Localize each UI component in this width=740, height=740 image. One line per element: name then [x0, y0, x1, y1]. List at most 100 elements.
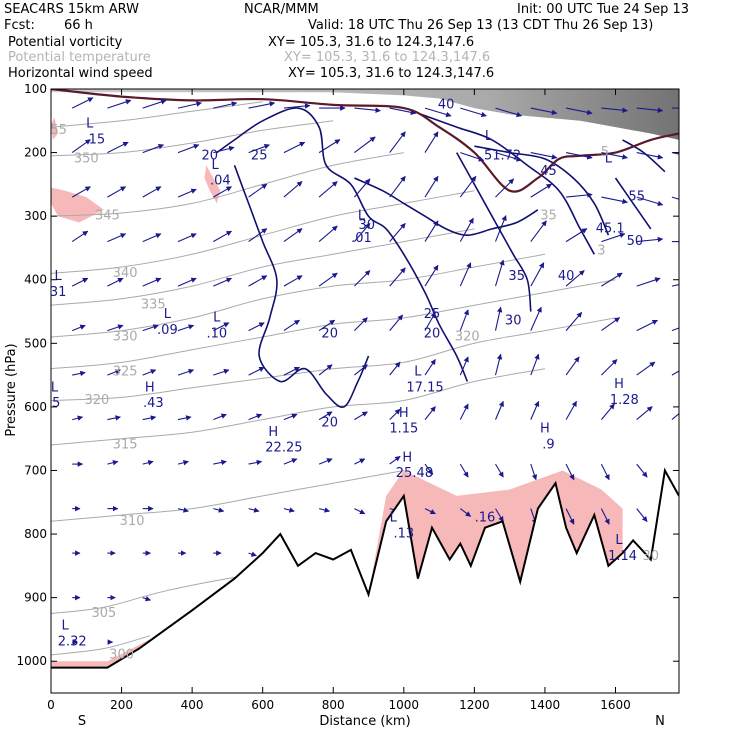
wind-vector-118: [424, 359, 436, 376]
wind-vector-146: [142, 460, 154, 466]
wind-vector-79: [318, 272, 338, 287]
wind-vector-39: [177, 188, 197, 198]
wind-vector-45: [389, 175, 406, 198]
wind-vector-127: [107, 415, 121, 421]
wind-vector-40: [213, 186, 232, 198]
wind-vector-49: [530, 183, 553, 198]
wind-vector-58: [213, 230, 232, 243]
wind-vector-95: [248, 322, 265, 332]
wind-vector-70: [636, 236, 664, 243]
wind-contour-20: [233, 165, 370, 409]
annotation-27: 20: [321, 326, 338, 341]
annotation-21: L: [164, 307, 172, 322]
wind-vector-38: [142, 186, 162, 198]
annotation-14: L: [358, 209, 366, 224]
wind-vector-55: [107, 233, 127, 243]
annotation-4: .04: [210, 174, 231, 189]
wind-vector-36: [71, 186, 91, 198]
wind-vector-130: [213, 413, 227, 421]
annotation-60: 325: [113, 364, 138, 379]
x-tick-label-1200: 1200: [459, 698, 490, 712]
wind-vector-25: [318, 139, 341, 154]
wind-vector-105: [601, 317, 621, 332]
wind-vector-54: [71, 230, 89, 243]
annotation-20: 31: [50, 285, 67, 300]
wind-vector-43: [318, 181, 338, 198]
wind-vector-114: [283, 366, 300, 376]
wind-vector-157: [530, 463, 538, 481]
wind-vector-56: [142, 233, 162, 243]
wind-vector-177: [636, 508, 648, 523]
field-xy-wind: XY= 105.3, 31.6 to 124.3,147.6: [288, 66, 495, 81]
wind-vector-171: [424, 508, 436, 515]
wind-vector-160: [636, 463, 648, 478]
wind-vector-137: [459, 403, 469, 420]
wind-vector-92: [142, 324, 159, 332]
wind-vector-116: [354, 364, 368, 376]
wind-vector-1: [107, 99, 132, 109]
wind-vector-151: [318, 458, 333, 465]
wind-contour-30: [354, 177, 539, 237]
wind-vector-136: [424, 406, 436, 420]
wind-vector-183: [248, 551, 257, 557]
wind-vector-126: [72, 415, 84, 421]
x-tick-label-200: 200: [110, 698, 133, 712]
x-axis-label: Distance (km): [319, 714, 410, 729]
theta-contour-355: [51, 101, 263, 128]
wind-vector-29: [460, 152, 485, 162]
wind-vector-31: [530, 152, 558, 160]
x-tick-label-400: 400: [181, 698, 204, 712]
wind-vector-121: [530, 353, 540, 376]
wind-vector-24: [283, 141, 306, 154]
organization: NCAR/MMM: [244, 2, 319, 17]
wind-vector-101: [459, 309, 469, 331]
wind-vector-141: [600, 403, 615, 420]
wind-vector-117: [389, 361, 401, 376]
wind-vector-86: [565, 270, 585, 287]
wind-vector-16: [636, 107, 664, 113]
wind-vector-169: [354, 508, 366, 515]
wind-vector-120: [494, 353, 503, 376]
wind-vector-94: [213, 322, 230, 332]
annotation-67: 35: [540, 209, 557, 224]
annotation-42: H: [540, 422, 550, 437]
wind-vector-104: [565, 311, 583, 331]
wind-vector-96: [283, 319, 300, 332]
terrain-below-ground: [51, 470, 679, 693]
wind-contour-50: [614, 177, 652, 230]
annotation-49: L: [615, 533, 623, 548]
wind-vector-133: [318, 411, 333, 421]
annotation-37: H: [399, 406, 409, 421]
y-tick-label-300: 300: [24, 209, 47, 223]
model-name: SEAC4RS 15km ARW: [4, 2, 140, 17]
x-tick-label-600: 600: [251, 698, 274, 712]
wind-vector-111: [177, 368, 195, 376]
wind-vector-76: [213, 277, 233, 287]
wind-vector-20: [142, 143, 165, 154]
annotation-50: 1.14: [608, 549, 637, 564]
annotation-0: L: [86, 117, 94, 132]
wind-vector-53: [671, 196, 679, 200]
wind-vector-112: [213, 368, 230, 376]
wind-vector-37: [107, 186, 127, 198]
wind-vector-27: [389, 131, 406, 153]
wind-vector-52: [636, 196, 664, 207]
wind-vector-164: [177, 507, 189, 513]
wind-vector-50: [566, 192, 593, 198]
y-tick-label-1000: 1000: [16, 654, 47, 668]
annotation-5: 25: [251, 148, 268, 163]
annotation-47: .13: [393, 527, 414, 542]
wind-vector-9: [389, 107, 417, 116]
theta-contour-335: [51, 228, 475, 306]
x-tick-label-1000: 1000: [389, 698, 420, 712]
wind-vector-0: [71, 97, 94, 109]
theta-contour-350: [51, 120, 334, 157]
annotation-43: .9: [542, 438, 554, 453]
wind-vector-33: [601, 152, 628, 160]
wind-vector-34: [636, 152, 664, 160]
annotation-31: H: [145, 380, 155, 395]
annotation-6: 40: [438, 97, 455, 112]
annotation-33: L: [51, 380, 59, 395]
theta-contour-310: [51, 470, 404, 522]
annotation-12: 45.1: [596, 221, 625, 236]
